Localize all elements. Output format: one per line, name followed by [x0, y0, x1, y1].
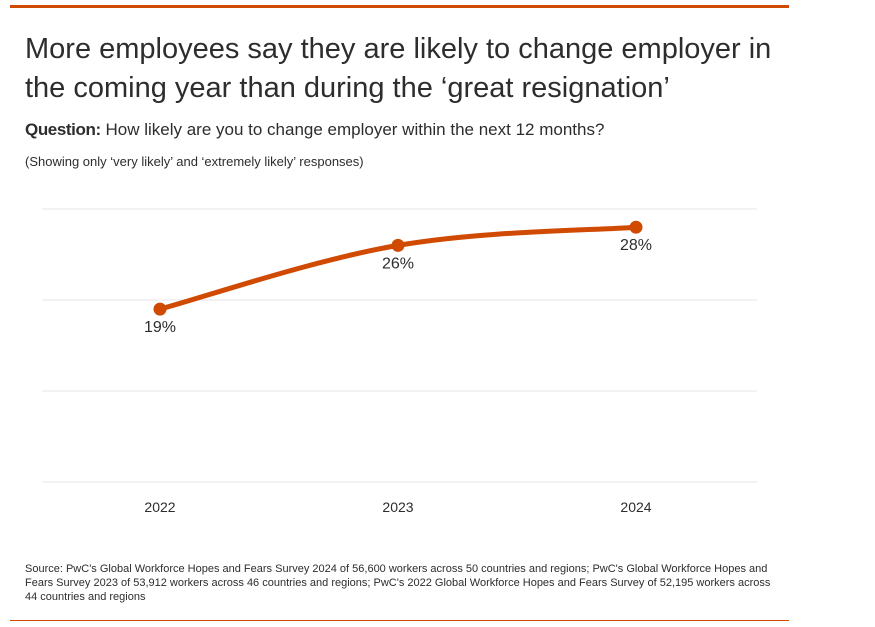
- x-tick-label: 2024: [620, 499, 651, 515]
- question-text: How likely are you to change employer wi…: [105, 120, 605, 139]
- bottom-accent-rule: [10, 620, 789, 621]
- data-label: 26%: [382, 255, 414, 272]
- top-accent-rule: [10, 5, 789, 8]
- chart-title: More employees say they are likely to ch…: [25, 33, 772, 104]
- data-series: 19% 26% 28%: [144, 220, 652, 336]
- x-axis-ticks: 2022 2023 2024: [144, 499, 651, 515]
- grid-lines: [42, 208, 757, 483]
- data-point: [629, 220, 643, 234]
- data-point: [153, 302, 167, 316]
- data-point: [391, 238, 405, 252]
- response-note: (Showing only ‘very likely’ and ‘extreme…: [25, 154, 364, 169]
- question-line: Question: How likely are you to change e…: [25, 119, 604, 141]
- x-tick-label: 2022: [144, 499, 175, 515]
- source-note: Source: PwC's Global Workforce Hopes and…: [25, 563, 771, 603]
- line-chart: 2022 2023 2024 19% 26% 28%: [42, 208, 757, 515]
- data-label: 19%: [144, 319, 176, 336]
- question-label: Question:: [25, 120, 101, 139]
- x-tick-label: 2023: [382, 499, 413, 515]
- data-label: 28%: [620, 237, 652, 254]
